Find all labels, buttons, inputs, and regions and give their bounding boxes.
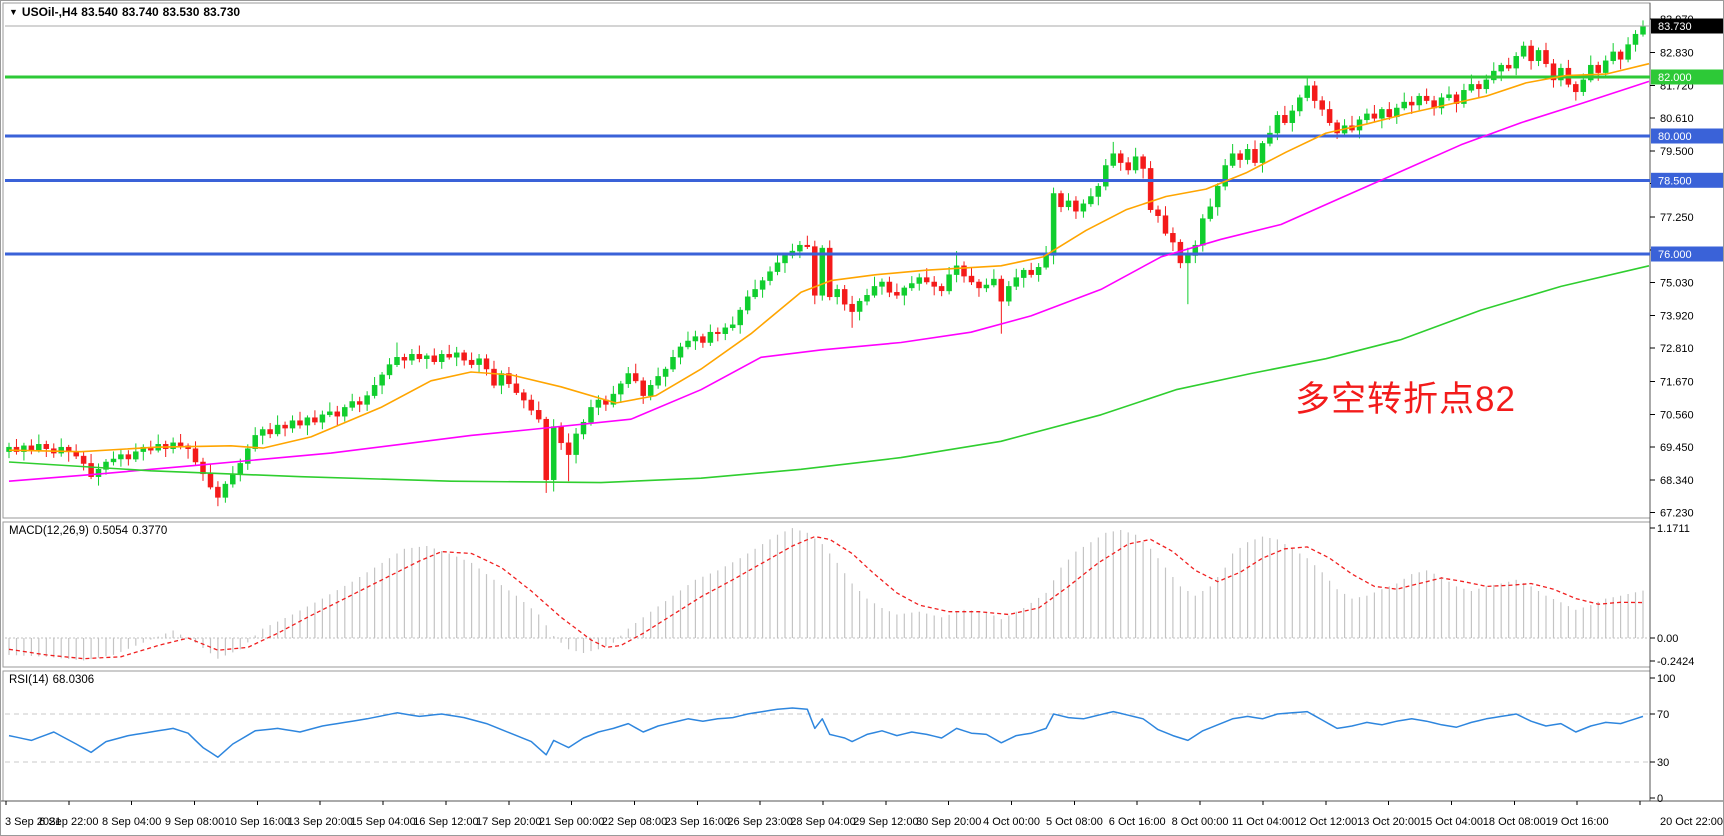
time-tick-label: 22 Sep 08:00 <box>602 816 667 828</box>
price-tick-label: 71.670 <box>1660 377 1694 389</box>
macd-signal-value: 0.3770 <box>132 525 168 537</box>
time-tick-label: 30 Sep 20:00 <box>916 816 981 828</box>
price-badge-label: 76.000 <box>1658 249 1692 261</box>
time-tick-label: 3 Sep 2021 <box>5 816 61 828</box>
rsi-name: RSI(14) <box>9 674 49 686</box>
time-tick-label: 28 Sep 04:00 <box>790 816 855 828</box>
ohlc-high: 83.740 <box>121 5 159 19</box>
time-tick-label: 13 Sep 20:00 <box>288 816 353 828</box>
macd-tick-label: -0.2424 <box>1657 656 1694 668</box>
price-badge-label: 80.000 <box>1658 131 1692 143</box>
macd-main-value: 0.5054 <box>92 525 129 537</box>
ohlc-close: 83.730 <box>203 5 241 19</box>
price-tick-label: 68.340 <box>1660 475 1694 487</box>
macd-histogram <box>8 528 1644 661</box>
panel-frame-1 <box>2 521 1651 668</box>
price-tick-label: 70.560 <box>1660 410 1694 422</box>
macd-name: MACD(12,26,9) <box>9 525 89 537</box>
time-tick-label: 4 Oct 00:00 <box>983 816 1040 828</box>
time-tick-label: 16 Sep 12:00 <box>413 816 478 828</box>
ma-fast-orange <box>8 62 1650 453</box>
price-badge-76.000 <box>1651 246 1723 262</box>
time-tick-label: 29 Sep 12:00 <box>853 816 918 828</box>
price-badge-label: 83.730 <box>1658 21 1692 33</box>
time-tick-label: 8 Sep 04:00 <box>102 816 161 828</box>
price-tick-label: 79.500 <box>1660 146 1694 158</box>
ohlc-open: 83.540 <box>81 5 118 19</box>
price-badge-82.000 <box>1651 69 1723 85</box>
price-tick-label: 72.810 <box>1660 343 1694 355</box>
time-tick-label: 17 Sep 20:00 <box>476 816 541 828</box>
symbol-label: USOil-,H4 <box>21 5 78 19</box>
time-tick-label: 21 Sep 00:00 <box>539 816 604 828</box>
time-tick-label: 19 Oct 16:00 <box>1546 816 1609 828</box>
time-tick-label: 15 Sep 04:00 <box>350 816 415 828</box>
rsi-tick-label: 30 <box>1657 757 1669 769</box>
chart-dropdown-icon[interactable]: ▼ <box>9 7 18 17</box>
chart-title: ▼ USOil-,H4 83.540 83.740 83.530 83.730 <box>9 5 244 19</box>
price-tick-label: 67.230 <box>1660 508 1694 520</box>
price-tick-label: 80.610 <box>1660 113 1694 125</box>
time-tick-label: 20 Oct 22:00 <box>1660 816 1723 828</box>
price-badge-78.500 <box>1651 172 1723 188</box>
rsi-tick-label: 70 <box>1657 709 1669 721</box>
rsi-tick-label: 100 <box>1657 673 1675 685</box>
price-badge-83.730 <box>1651 18 1723 34</box>
ma-slow-green <box>8 265 1650 484</box>
time-tick-label: 26 Sep 23:00 <box>727 816 792 828</box>
time-tick-label: 12 Oct 12:00 <box>1294 816 1357 828</box>
rsi-indicator-label: RSI(14) 68.0306 <box>9 674 98 686</box>
macd-indicator-label: MACD(12,26,9) 0.5054 0.3770 <box>9 525 171 537</box>
rsi-value: 68.0306 <box>52 674 95 686</box>
ohlc-low: 83.530 <box>162 5 200 19</box>
time-tick-label: 5 Oct 08:00 <box>1046 816 1103 828</box>
ma-mid-magenta <box>8 80 1650 482</box>
time-tick-label: 11 Oct 04:00 <box>1232 816 1294 828</box>
time-tick-label: 9 Sep 08:00 <box>165 816 224 828</box>
macd-signal-line <box>8 535 1644 660</box>
time-tick-label: 10 Sep 16:00 <box>225 816 290 828</box>
price-tick-label: 82.830 <box>1660 48 1694 60</box>
price-tick-label: 77.250 <box>1660 212 1694 224</box>
chart-text-annotation[interactable]: 多空转折点82 <box>1295 380 1516 419</box>
time-tick-label: 23 Sep 16:00 <box>665 816 730 828</box>
time-tick-label: 6 Oct 16:00 <box>1109 816 1166 828</box>
time-tick-label: 18 Oct 08:00 <box>1483 816 1546 828</box>
rsi-line <box>8 707 1644 758</box>
price-badge-80.000 <box>1651 128 1723 144</box>
panel-frame-2 <box>2 670 1651 802</box>
panel-frame-0 <box>2 2 1651 519</box>
macd-tick-label: 0.00 <box>1657 633 1678 645</box>
time-tick-label: 13 Oct 20:00 <box>1357 816 1420 828</box>
time-tick-label: 8 Oct 00:00 <box>1172 816 1229 828</box>
price-tick-label: 73.920 <box>1660 310 1694 322</box>
price-tick-label: 75.030 <box>1660 278 1694 290</box>
rsi-tick-label: 0 <box>1657 793 1663 805</box>
time-tick-label: 6 Sep 22:00 <box>39 816 98 828</box>
candlesticks <box>6 20 1646 507</box>
price-tick-label: 69.450 <box>1660 442 1694 454</box>
price-badge-label: 78.500 <box>1658 175 1692 187</box>
macd-tick-label: 1.1711 <box>1657 523 1690 535</box>
price-badge-label: 82.000 <box>1658 72 1692 84</box>
time-tick-label: 15 Oct 04:00 <box>1420 816 1483 828</box>
